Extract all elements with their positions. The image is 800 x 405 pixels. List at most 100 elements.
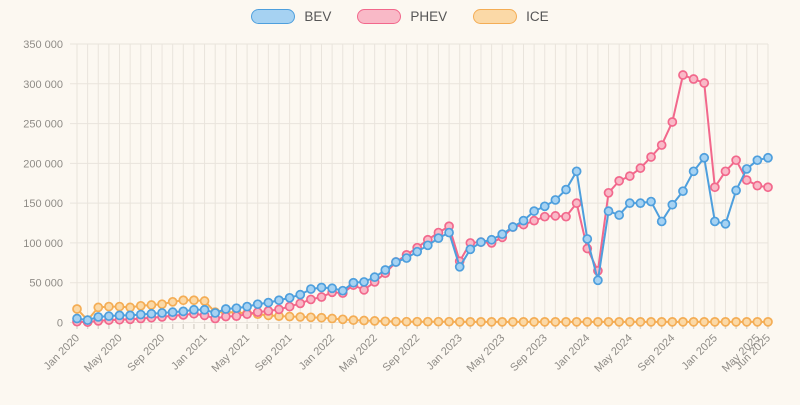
- data-point-ice: [104, 301, 114, 312]
- data-point-ice: [731, 317, 741, 327]
- data-point-bev: [454, 261, 465, 272]
- data-point-bev: [199, 304, 210, 315]
- data-point-ice: [720, 317, 731, 327]
- data-point-ice: [306, 312, 316, 323]
- data-point-bev: [167, 307, 178, 318]
- x-tick-label: May 2023: [465, 332, 508, 375]
- x-tick-label: Jan 2021: [169, 332, 209, 372]
- x-tick-label: Jan 2024: [552, 332, 592, 372]
- data-point-ice: [444, 316, 454, 327]
- legend-swatch-phev: [357, 9, 402, 24]
- data-point-ice: [624, 317, 635, 327]
- x-tick-label: May 2024: [592, 332, 635, 375]
- data-point-bev: [295, 289, 306, 300]
- data-point-ice: [529, 317, 539, 327]
- data-point-phev: [720, 166, 731, 177]
- data-point-ice: [157, 299, 167, 310]
- data-point-bev: [412, 246, 423, 257]
- data-point-bev: [688, 166, 699, 177]
- data-point-phev: [274, 304, 284, 315]
- data-point-ice: [295, 312, 306, 322]
- data-point-ice: [380, 316, 391, 327]
- legend-item-bev[interactable]: BEV: [251, 9, 331, 24]
- data-point-phev: [763, 182, 773, 193]
- x-tick-label: Sep 2020: [125, 332, 167, 374]
- data-point-ice: [316, 312, 327, 323]
- data-point-ice: [539, 317, 550, 327]
- data-point-ice: [412, 316, 423, 327]
- data-point-bev: [72, 313, 82, 324]
- data-point-bev: [242, 301, 252, 312]
- data-point-bev: [157, 308, 167, 318]
- data-point-ice: [763, 317, 773, 327]
- data-point-ice: [433, 316, 444, 327]
- data-point-bev: [189, 304, 199, 315]
- data-point-ice: [72, 304, 82, 314]
- data-point-bev: [731, 185, 741, 196]
- chart-legend: BEV PHEV ICE: [0, 9, 800, 24]
- data-point-ice: [114, 301, 125, 312]
- legend-swatch-ice: [473, 9, 518, 24]
- data-point-bev: [741, 164, 752, 174]
- data-point-bev: [508, 222, 518, 232]
- data-point-bev: [571, 166, 582, 177]
- data-point-ice: [391, 316, 401, 327]
- data-point-bev: [210, 308, 221, 318]
- data-point-phev: [752, 180, 763, 191]
- legend-item-ice[interactable]: ICE: [473, 9, 549, 24]
- data-point-bev: [422, 240, 433, 251]
- data-point-ice: [359, 315, 369, 326]
- data-point-phev: [359, 285, 369, 295]
- x-tick-label: Jan 2023: [424, 332, 464, 372]
- data-point-bev: [518, 215, 529, 226]
- data-point-ice: [709, 317, 720, 327]
- data-point-ice: [603, 317, 614, 327]
- data-point-phev: [678, 70, 688, 80]
- data-point-ice: [146, 300, 157, 310]
- data-point-phev: [731, 155, 741, 166]
- data-point-bev: [359, 277, 369, 287]
- data-point-bev: [274, 295, 284, 306]
- data-point-bev: [539, 201, 550, 212]
- data-point-ice: [635, 317, 646, 327]
- data-point-bev: [135, 309, 146, 320]
- data-point-phev: [688, 74, 699, 84]
- data-point-phev: [284, 301, 295, 312]
- legend-label-ice: ICE: [526, 9, 549, 24]
- data-point-ice: [656, 317, 667, 327]
- y-tick-label: 350 000: [23, 39, 63, 51]
- legend-item-phev[interactable]: PHEV: [357, 9, 447, 24]
- data-point-ice: [93, 302, 104, 313]
- x-tick-label: Jan 2025: [679, 332, 719, 372]
- x-tick-label: Jan 2020: [42, 332, 82, 372]
- data-point-bev: [529, 206, 539, 216]
- data-point-ice: [167, 296, 178, 307]
- data-point-bev: [603, 206, 614, 216]
- x-tick-label: May 2022: [337, 332, 380, 375]
- data-point-bev: [752, 155, 763, 166]
- data-point-bev: [593, 275, 603, 286]
- data-point-phev: [316, 292, 327, 302]
- data-point-ice: [369, 316, 380, 326]
- data-point-phev: [646, 152, 656, 162]
- data-point-bev: [114, 310, 125, 321]
- data-point-bev: [252, 299, 263, 310]
- data-point-bev: [624, 198, 635, 208]
- y-tick-label: 0: [57, 318, 63, 330]
- data-point-ice: [284, 311, 295, 322]
- data-point-phev: [263, 306, 274, 316]
- data-point-ice: [125, 302, 136, 313]
- x-tick-label: May 2021: [210, 332, 253, 375]
- data-point-bev: [369, 272, 380, 282]
- y-tick-label: 150 000: [23, 198, 63, 210]
- data-point-phev: [667, 117, 678, 127]
- data-point-bev: [380, 265, 391, 275]
- data-point-ice: [454, 317, 465, 327]
- data-point-ice: [593, 317, 603, 327]
- data-point-bev: [327, 283, 337, 294]
- data-point-bev: [476, 237, 486, 247]
- data-point-ice: [678, 317, 688, 327]
- x-tick-label: Jan 2022: [297, 332, 337, 372]
- data-point-bev: [337, 285, 348, 296]
